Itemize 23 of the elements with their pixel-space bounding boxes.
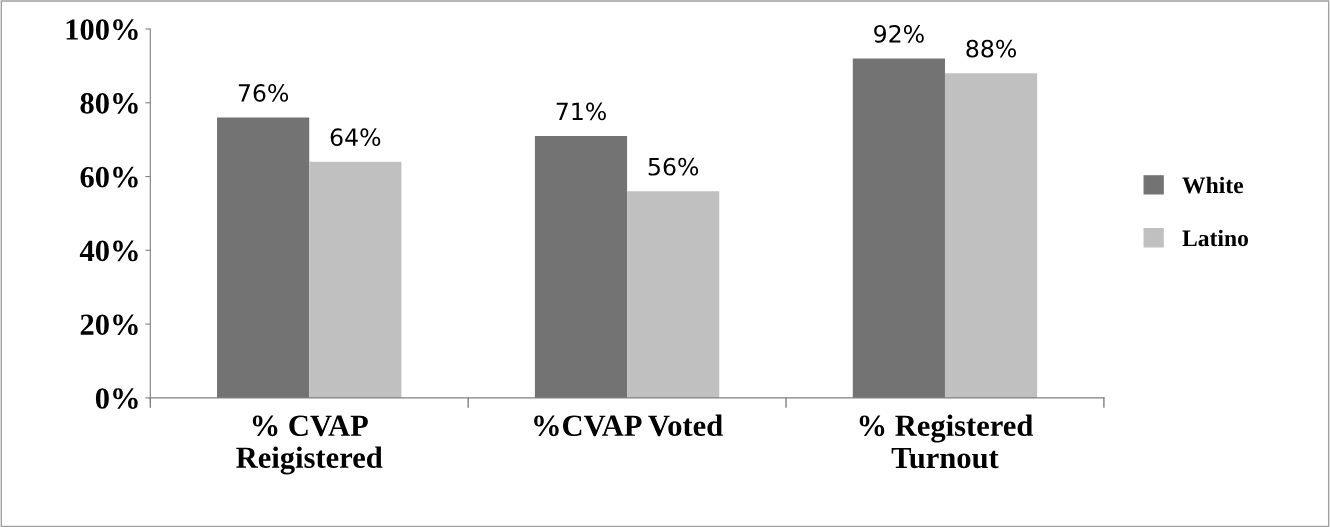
y-tick-label: 100% [66, 19, 138, 40]
bar [627, 191, 720, 398]
data-label: 88% [966, 39, 1016, 58]
bar [309, 161, 402, 398]
y-tick-label: 60% [80, 166, 138, 188]
data-label: 64% [330, 128, 381, 147]
x-tick-label: % Registered Turnout [859, 414, 1034, 469]
bar [852, 58, 945, 398]
data-label: 71% [556, 102, 606, 121]
data-label: 92% [874, 24, 924, 43]
y-tick-label: 20% [80, 314, 138, 336]
data-label: 56% [648, 157, 699, 176]
y-tick-label: 0% [95, 388, 138, 409]
legend-label: Latino [1182, 229, 1249, 247]
legend-label: White [1182, 176, 1244, 194]
y-tick-label: 80% [80, 93, 138, 114]
y-tick-label: 40% [79, 240, 138, 262]
bar [217, 117, 310, 398]
bar [534, 135, 628, 398]
x-tick-label: % CVAP Reigistered [236, 415, 383, 475]
data-label: 76% [238, 83, 289, 102]
x-tick-label: %CVAP Voted [534, 414, 723, 437]
bar [944, 73, 1038, 398]
